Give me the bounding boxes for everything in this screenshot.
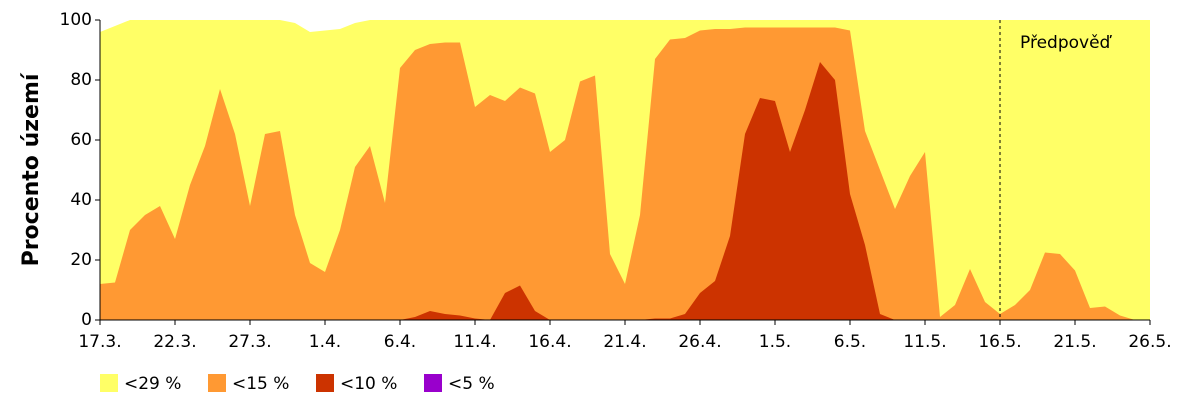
y-tick-label: 40: [70, 190, 92, 210]
x-tick-label: 26.5.: [1128, 332, 1171, 352]
x-tick-label: 27.3.: [228, 332, 271, 352]
y-tick-label: 20: [70, 250, 92, 270]
legend-label: <10 %: [340, 374, 397, 394]
x-tick-label: 1.4.: [309, 332, 341, 352]
x-tick-label: 11.5.: [903, 332, 946, 352]
x-tick-label: 26.4.: [678, 332, 721, 352]
x-tick-label: 6.4.: [384, 332, 416, 352]
x-tick-label: 21.4.: [603, 332, 646, 352]
legend-label: <29 %: [124, 374, 181, 394]
legend-swatch: [424, 374, 442, 392]
legend-swatch: [208, 374, 226, 392]
x-tick-label: 11.4.: [453, 332, 496, 352]
x-tick-label: 6.5.: [834, 332, 866, 352]
x-tick-label: 22.3.: [153, 332, 196, 352]
y-tick-label: 100: [60, 10, 92, 30]
legend-label: <5 %: [448, 374, 495, 394]
x-tick-label: 21.5.: [1053, 332, 1096, 352]
y-axis-label: Procento území: [19, 72, 44, 266]
x-tick-label: 16.4.: [528, 332, 571, 352]
x-tick-label: 1.5.: [759, 332, 791, 352]
area: [100, 27, 1150, 320]
y-tick-label: 80: [70, 70, 92, 90]
y-tick-label: 0: [81, 310, 92, 330]
annotation: Předpověď: [1020, 33, 1113, 53]
legend-label: <15 %: [232, 374, 289, 394]
y-tick-label: 60: [70, 130, 92, 150]
x-tick-label: 16.5.: [978, 332, 1021, 352]
legend-swatch: [100, 374, 118, 392]
x-tick-label: 17.3.: [78, 332, 121, 352]
legend-swatch: [316, 374, 334, 392]
